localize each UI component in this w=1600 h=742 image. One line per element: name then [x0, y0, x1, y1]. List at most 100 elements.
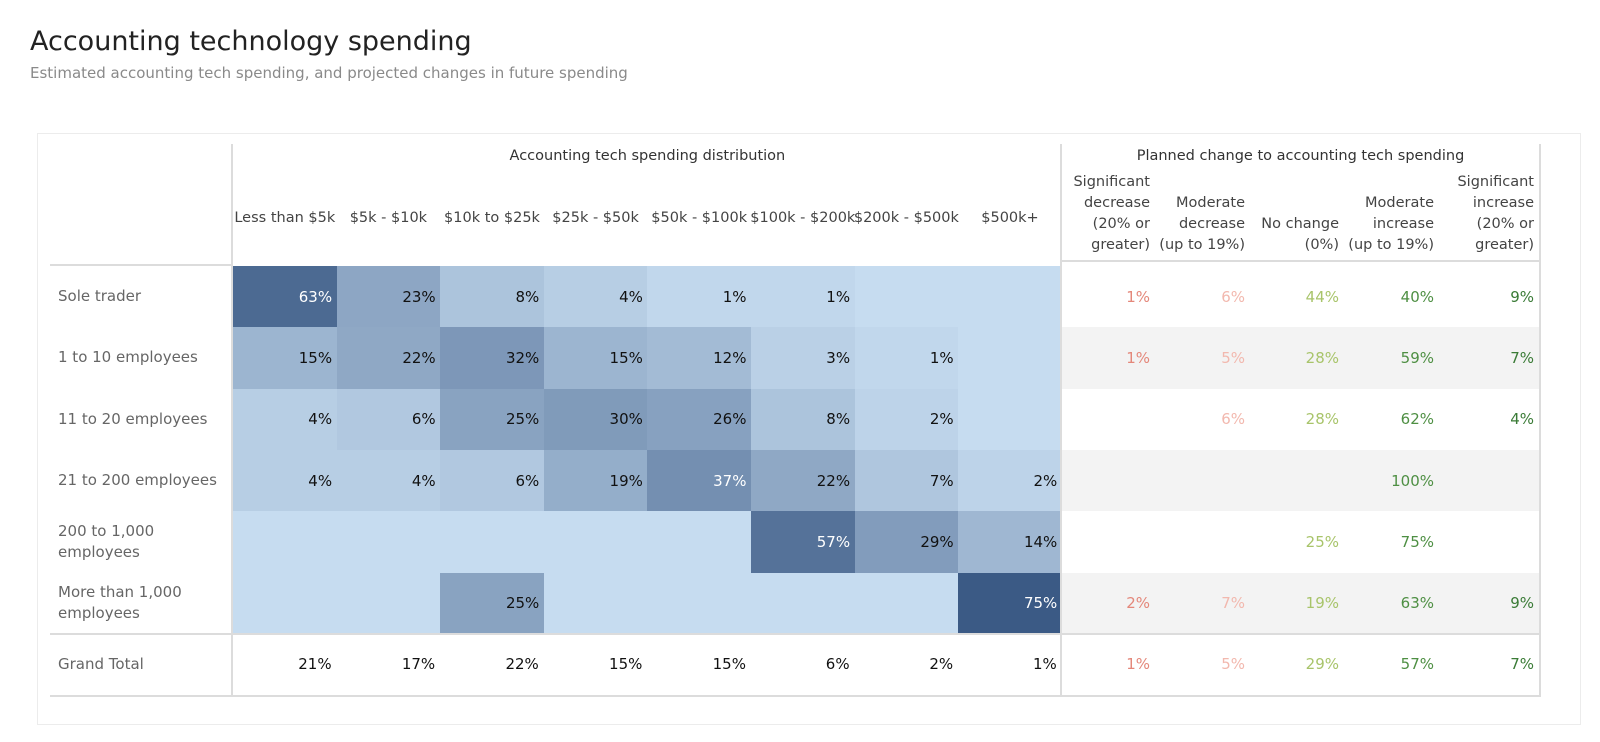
plan-cell: 1% [1126, 287, 1150, 306]
plan-total-cell: 29% [1305, 655, 1339, 674]
total-cell: 6% [825, 655, 850, 674]
total-cell: 15% [609, 655, 643, 674]
plan-column-header-text: Moderate increase (up to 19%) [1348, 195, 1434, 253]
plan-cell: 2% [1126, 594, 1150, 613]
heatmap-cell: 25% [440, 572, 545, 635]
heatmap-cell: 3% [751, 327, 856, 390]
heatmap-cell: 14% [958, 511, 1063, 573]
heatmap-cell: 4% [336, 449, 441, 512]
column-header: $500k+ [981, 210, 1039, 226]
total-cell: 22% [505, 655, 539, 674]
plan-column-header: Significant increase (20% or greater) [1439, 172, 1534, 256]
heatmap-cell [647, 572, 752, 635]
plan-cell: 7% [1510, 348, 1534, 367]
plan-column-header: Significant decrease (20% or greater) [1062, 172, 1150, 256]
heatmap-cell: 2% [958, 449, 1063, 512]
heatmap-cell: 7% [854, 449, 959, 512]
column-header: $10k to $25k [444, 210, 540, 226]
plan-cell: 6% [1221, 410, 1245, 429]
plan-column-header-text: Significant decrease (20% or greater) [1073, 174, 1150, 253]
heatmap-title: Accounting tech spending distribution [509, 148, 786, 164]
plan-cell: 28% [1305, 410, 1339, 429]
heatmap-cell: 29% [854, 511, 959, 573]
plan-cell: 62% [1400, 410, 1434, 429]
plan-column-header-text: Moderate decrease (up to 19%) [1159, 195, 1245, 253]
column-header: $200k - $500k [853, 210, 959, 226]
page-title: Accounting technology spending [30, 26, 472, 57]
heatmap-cell: 1% [854, 327, 959, 390]
plan-cell: 6% [1221, 287, 1245, 306]
plan-cell: 7% [1221, 594, 1245, 613]
plan-column-header: No change (0%) [1250, 172, 1339, 256]
column-header: $50k - $100k [651, 210, 748, 226]
plan-total-cell: 57% [1400, 655, 1434, 674]
heatmap-cell [751, 572, 856, 635]
plan-title: Planned change to accounting tech spendi… [1136, 148, 1465, 164]
heatmap-cell [647, 511, 752, 573]
heatmap-cell: 37% [647, 449, 752, 512]
plan-cell: 9% [1510, 287, 1534, 306]
plan-cell: 19% [1305, 594, 1339, 613]
grid-line [50, 632, 1541, 635]
heatmap-cell: 8% [440, 266, 545, 328]
grid-line [1062, 260, 1539, 262]
row-label: 200 to 1,000 employees [58, 521, 155, 561]
row-band [1062, 449, 1540, 512]
plan-cell [1062, 389, 1155, 450]
heatmap-cell: 23% [336, 266, 441, 328]
total-cell: 17% [401, 655, 436, 674]
row-label: More than 1,000 employees [58, 583, 182, 623]
plan-cell: 9% [1510, 594, 1534, 613]
heatmap-cell: 8% [751, 388, 856, 451]
plan-cell: 63% [1400, 594, 1434, 613]
plan-cell: 1% [1126, 348, 1150, 367]
heatmap-cell: 6% [336, 388, 441, 451]
heatmap-cell: 2% [854, 388, 959, 451]
plan-column-header-text: No change (0%) [1261, 216, 1339, 253]
heatmap-cell: 4% [233, 388, 338, 451]
heatmap-cell: 15% [543, 327, 648, 390]
column-header: Less than $5k [234, 210, 336, 226]
heatmap-cell: 4% [543, 266, 648, 328]
heatmap-cell: 6% [440, 449, 545, 512]
heatmap-cell: 57% [751, 511, 856, 573]
total-cell: 2% [929, 655, 954, 674]
total-cell: 1% [1032, 655, 1057, 674]
plan-cell [1155, 450, 1250, 511]
heatmap-cell: 4% [233, 449, 338, 512]
heatmap-cell [854, 266, 959, 328]
heatmap-cell: 15% [233, 327, 338, 390]
heatmap-cell [233, 511, 338, 573]
grid-line [1539, 144, 1541, 696]
heatmap-cell: 25% [440, 388, 545, 451]
heatmap-cell [233, 572, 338, 635]
plan-cell [1250, 450, 1344, 511]
plan-column-header-text: Significant increase (20% or greater) [1457, 174, 1534, 253]
plan-cell [1155, 511, 1250, 572]
total-cell: 21% [298, 655, 332, 674]
heatmap-cell [958, 266, 1063, 328]
column-header: $25k - $50k [552, 210, 639, 226]
plan-cell: 100% [1391, 471, 1434, 490]
heatmap-cell: 63% [233, 266, 338, 328]
heatmap-cell [854, 572, 959, 635]
total-cell: 15% [712, 655, 746, 674]
row-label: 21 to 200 employees [58, 471, 217, 490]
row-label: Sole trader [58, 287, 142, 306]
heatmap-cell [336, 572, 441, 635]
plan-cell: 59% [1400, 348, 1434, 367]
plan-total-cell: 1% [1126, 655, 1150, 674]
grid-line [1060, 144, 1062, 696]
plan-total-cell: 5% [1221, 655, 1245, 674]
grid-line [50, 695, 1541, 698]
grand-total-label: Grand Total [58, 654, 144, 673]
heatmap-cell: 19% [543, 449, 648, 512]
heatmap-cell: 30% [543, 388, 648, 451]
heatmap-cell [958, 327, 1063, 390]
plan-cell [1439, 511, 1539, 572]
heatmap-cell: 26% [647, 388, 752, 451]
plan-cell: 28% [1305, 348, 1339, 367]
heatmap-cell [543, 511, 648, 573]
row-band [1062, 572, 1540, 634]
heatmap-cell: 75% [958, 572, 1063, 635]
